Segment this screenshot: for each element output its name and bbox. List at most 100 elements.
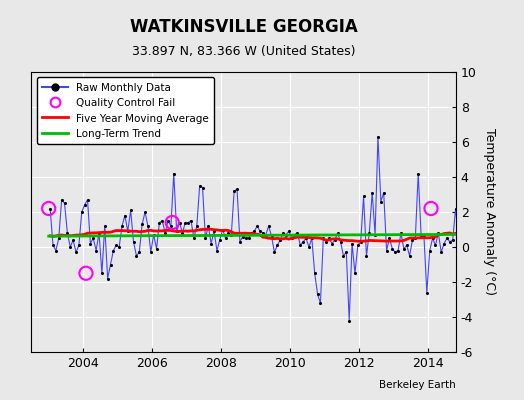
Point (213, 247, 221, 254)
Point (261, 232, 270, 238)
Point (359, 193, 368, 200)
Point (172, 228, 181, 234)
Point (293, 230, 302, 236)
Point (265, 223, 273, 229)
Point (46, 205, 54, 212)
Point (449, 237, 457, 243)
Point (115, 244, 123, 250)
Point (247, 230, 256, 236)
Point (333, 230, 342, 236)
Point (195, 182, 204, 189)
Point (356, 238, 365, 245)
Point (437, 249, 445, 256)
Point (288, 235, 296, 242)
Point (316, 300, 325, 306)
Point (305, 244, 313, 250)
Point (322, 238, 331, 245)
Point (296, 242, 304, 248)
Point (72, 249, 80, 256)
Point (204, 223, 213, 229)
Point (328, 240, 336, 247)
Point (354, 242, 362, 248)
Point (445, 238, 454, 245)
Point (385, 235, 394, 242)
Point (379, 190, 388, 196)
Point (443, 235, 451, 242)
Point (63, 230, 72, 236)
Point (138, 221, 146, 228)
Point (161, 230, 169, 236)
Point (339, 252, 347, 259)
Point (81, 202, 89, 208)
Point (290, 232, 299, 238)
Point (342, 249, 351, 256)
Point (250, 228, 258, 234)
Point (388, 246, 397, 252)
Point (236, 238, 244, 245)
Point (377, 198, 385, 205)
Point (132, 252, 140, 259)
Point (440, 240, 449, 247)
Point (126, 207, 135, 214)
Point (129, 238, 138, 245)
Text: 33.897 N, 83.366 W (United States): 33.897 N, 83.366 W (United States) (132, 45, 355, 58)
Point (121, 212, 129, 219)
Point (103, 275, 112, 282)
Point (207, 240, 215, 247)
Point (427, 205, 435, 212)
Point (270, 249, 279, 256)
Point (155, 219, 163, 226)
Point (273, 242, 281, 248)
Point (109, 247, 117, 254)
Point (201, 235, 210, 242)
Point (199, 184, 207, 191)
Point (402, 242, 411, 248)
Point (276, 237, 285, 243)
Point (75, 242, 83, 248)
Point (454, 235, 463, 242)
Point (106, 261, 115, 268)
Point (176, 219, 184, 226)
Point (224, 230, 233, 236)
Point (414, 170, 422, 177)
Point (141, 209, 149, 215)
Point (101, 223, 109, 229)
Point (58, 196, 66, 203)
Point (457, 238, 465, 245)
Point (313, 291, 322, 298)
Point (227, 232, 235, 238)
Point (168, 219, 177, 226)
Point (331, 237, 339, 243)
Point (302, 235, 310, 242)
Point (193, 223, 201, 229)
Point (365, 230, 374, 236)
Point (423, 289, 431, 296)
Point (147, 249, 155, 256)
Point (408, 237, 417, 243)
Point (451, 205, 460, 212)
Point (149, 232, 158, 238)
Point (400, 246, 408, 252)
Y-axis label: Temperature Anomaly (°C): Temperature Anomaly (°C) (483, 128, 496, 296)
Point (348, 240, 356, 247)
Point (325, 235, 333, 242)
Point (184, 219, 192, 226)
Point (431, 242, 440, 248)
Point (97, 270, 106, 276)
Point (219, 226, 227, 233)
Point (371, 232, 379, 238)
Point (49, 242, 57, 248)
Point (230, 188, 238, 194)
Point (383, 247, 391, 254)
Point (244, 235, 253, 242)
Point (299, 238, 308, 245)
Point (144, 223, 152, 229)
Point (434, 230, 443, 236)
Point (52, 247, 60, 254)
Point (118, 223, 126, 229)
Point (187, 218, 195, 224)
Point (351, 270, 359, 276)
Point (279, 230, 287, 236)
Point (152, 246, 161, 252)
Point (362, 252, 370, 259)
